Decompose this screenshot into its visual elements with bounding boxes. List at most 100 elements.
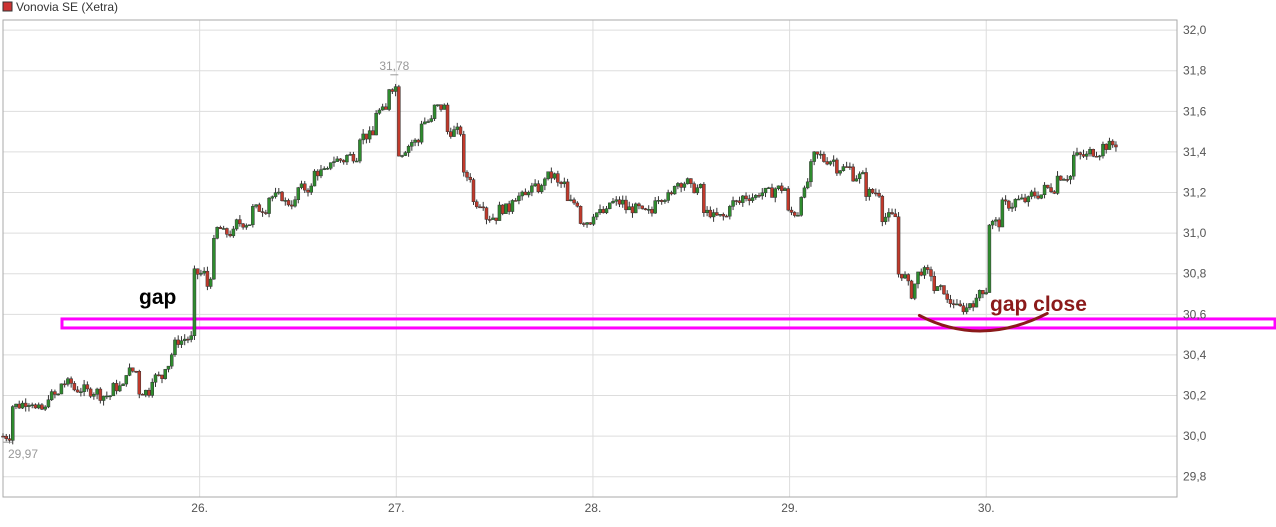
candle-down — [900, 273, 904, 279]
candle-down — [218, 227, 223, 230]
candle-up — [656, 200, 661, 202]
candle-down — [997, 219, 1001, 228]
candle-down — [981, 290, 985, 295]
candle-down — [890, 212, 894, 215]
candle-down — [484, 207, 489, 220]
candle-up — [1055, 175, 1060, 194]
candle-up — [754, 195, 758, 198]
candle-up — [857, 173, 862, 179]
candle-down — [260, 211, 265, 213]
candle-down — [513, 200, 518, 202]
candle-up — [841, 166, 846, 171]
candle-up — [604, 208, 609, 214]
candle-up — [1020, 197, 1024, 200]
gap-band — [60, 317, 1276, 330]
candle-down — [637, 203, 641, 207]
candle-down — [17, 403, 21, 409]
candle-down — [364, 133, 369, 140]
candle-up — [426, 121, 430, 123]
candle-down — [33, 404, 38, 409]
gap-close-arc — [917, 311, 1049, 333]
candle-down — [384, 106, 388, 110]
candle-up — [144, 389, 148, 396]
candle-up — [776, 185, 781, 190]
candle-down — [624, 199, 628, 211]
candle-down — [744, 195, 748, 199]
candle-down — [549, 171, 554, 179]
candle-down — [650, 209, 654, 214]
candle-down — [721, 214, 726, 217]
candle-down — [874, 192, 878, 195]
candle-up — [682, 183, 687, 188]
candle-up — [546, 171, 550, 180]
candle-up — [332, 161, 336, 163]
candle-up — [861, 172, 865, 175]
candle-up — [111, 383, 116, 397]
candle-up — [1013, 199, 1018, 208]
candle-up — [1084, 153, 1089, 157]
candle-up — [345, 155, 349, 163]
candle-up — [322, 168, 326, 170]
candle-down — [195, 268, 200, 275]
candle-up — [955, 303, 959, 306]
candle-down — [601, 209, 606, 214]
candle-down — [1065, 179, 1070, 181]
x-tick-label: 28. — [585, 501, 602, 515]
candle-down — [971, 303, 975, 308]
candle-up — [436, 104, 440, 106]
candle-down — [1094, 155, 1099, 158]
candle-up — [30, 404, 34, 407]
candle-up — [883, 216, 888, 223]
candle-down — [565, 181, 570, 202]
candle-up — [504, 203, 508, 214]
candle-down — [942, 285, 946, 295]
candle-up — [59, 383, 64, 395]
candle-up — [614, 199, 619, 202]
candle-up — [108, 395, 112, 398]
candle-up — [293, 199, 297, 207]
candle-up — [270, 196, 275, 199]
candle-down — [131, 367, 135, 372]
candle-down — [481, 206, 485, 209]
candle-down — [523, 191, 528, 196]
candle-up — [432, 104, 437, 119]
candle-up — [530, 185, 534, 193]
candle-up — [208, 278, 213, 287]
candle-up — [1039, 194, 1044, 199]
candle-down — [572, 199, 576, 204]
candle-down — [1, 435, 5, 438]
candle-up — [854, 178, 859, 182]
candle-down — [851, 166, 855, 182]
candle-down — [909, 280, 914, 299]
candle-down — [1023, 197, 1027, 203]
candle-down — [1052, 191, 1057, 194]
candle-down — [588, 222, 593, 225]
candle-up — [913, 283, 917, 299]
candle-down — [478, 206, 482, 209]
candle-down — [439, 104, 443, 110]
candle-down — [1110, 140, 1115, 146]
candle-up — [698, 183, 703, 188]
candle-down — [140, 393, 145, 396]
candle-up — [620, 199, 625, 205]
candle-down — [88, 388, 93, 397]
candle-up — [539, 185, 544, 193]
candle-up — [831, 159, 836, 162]
candle-up — [419, 123, 424, 143]
legend-swatch — [2, 1, 13, 12]
candle-up — [517, 195, 521, 201]
candle-up — [887, 212, 891, 218]
y-tick-label: 30,8 — [1183, 267, 1207, 281]
candle-down — [835, 159, 839, 174]
candle-up — [666, 192, 670, 201]
candle-up — [377, 109, 382, 114]
candle-up — [1088, 148, 1092, 155]
candle-up — [809, 161, 813, 183]
candle-up — [598, 209, 602, 213]
candle-down — [870, 188, 875, 194]
candle-down — [468, 176, 472, 180]
candle-down — [724, 215, 729, 218]
candle-down — [556, 173, 560, 183]
candle-up — [36, 404, 41, 409]
